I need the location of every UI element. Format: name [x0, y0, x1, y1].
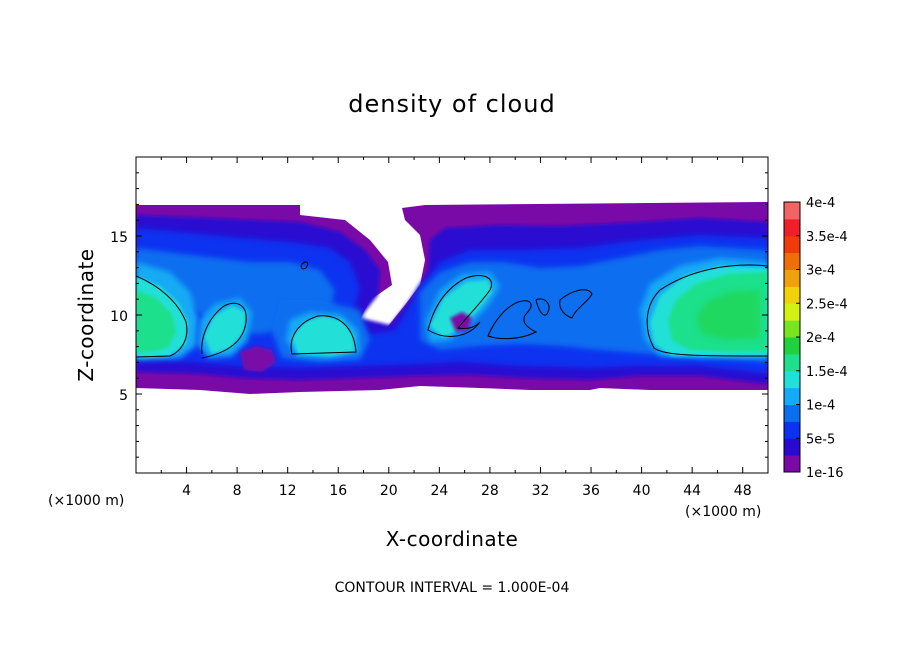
density-field — [136, 202, 768, 394]
y-unit-label: (×1000 m) — [48, 493, 124, 509]
x-tick-label: 44 — [683, 483, 701, 499]
x-tick-label: 4 — [182, 483, 191, 499]
colorbar-label: 5e-5 — [806, 432, 835, 447]
x-tick-label: 20 — [380, 483, 398, 499]
colorbar-segment — [784, 202, 800, 220]
colorbar-label: 4e-4 — [806, 196, 835, 211]
core-green-left — [136, 290, 176, 352]
colorbar-label: 1e-4 — [806, 399, 835, 414]
contour-cell2 — [290, 315, 357, 355]
contour-cell3 — [427, 275, 492, 337]
x-axis-title: X-coordinate — [386, 527, 519, 551]
x-tick-label: 8 — [233, 483, 242, 499]
colorbar-segment — [784, 421, 800, 439]
colorbar: 1e-16 5e-5 1e-4 1.5e-4 2e-4 2.5e-4 3e-4 3.5e-4 4… — [783, 196, 848, 481]
colorbar-segment — [784, 370, 800, 389]
y-tick-label: 10 — [110, 309, 128, 325]
x-tick-label: 16 — [329, 483, 347, 499]
y-tick-label: 15 — [110, 230, 128, 246]
x-tick-label: 32 — [532, 483, 550, 499]
patch-purple-cell — [450, 312, 472, 332]
colorbar-segment — [784, 320, 800, 338]
contour-cell6 — [559, 289, 593, 319]
colorbar-segment — [784, 404, 800, 422]
contour-cell1 — [201, 302, 247, 359]
core-bright-right — [696, 290, 760, 340]
band-cyan-cell3 — [430, 280, 492, 338]
patch-purple-mid — [240, 346, 276, 372]
y-tick-label: 5 — [119, 388, 128, 404]
y-axis-ticks: 5 10 15 — [110, 172, 768, 458]
x-axis-ticks: 4 8 12 16 20 24 28 32 36 40 44 48 — [160, 157, 752, 499]
x-tick-label: 40 — [633, 483, 651, 499]
x-tick-label: 28 — [481, 483, 499, 499]
contour-right — [646, 264, 768, 357]
band-cyan-cell2 — [292, 316, 354, 356]
colorbar-label: 2e-4 — [806, 331, 835, 346]
colorbar-label: 3e-4 — [806, 264, 835, 279]
plot-area — [135, 156, 769, 474]
colorbar-segment — [784, 455, 800, 473]
x-unit-label: (×1000 m) — [685, 504, 761, 520]
colorbar-segment — [784, 286, 800, 304]
colorbar-segment — [784, 235, 800, 254]
x-tick-label: 12 — [279, 483, 297, 499]
contour-cell5 — [535, 298, 550, 316]
chart-title: density of cloud — [348, 90, 555, 118]
x-tick-label: 24 — [430, 483, 448, 499]
colorbar-segment — [784, 269, 800, 287]
contour-left — [136, 275, 188, 358]
colorbar-label: 3.5e-4 — [806, 230, 848, 245]
colorbar-segment — [784, 353, 800, 372]
band-cyan-cell1 — [204, 306, 246, 354]
x-tick-label: 48 — [734, 483, 752, 499]
contour-cell7 — [300, 261, 309, 270]
colorbar-segment — [784, 337, 800, 355]
contour-interval-note: CONTOUR INTERVAL = 1.000E-04 — [335, 580, 570, 596]
colorbar-segment — [784, 303, 800, 321]
colorbar-segment — [784, 218, 800, 237]
colorbar-label: 2.5e-4 — [806, 297, 848, 312]
contour-cell4 — [487, 300, 538, 340]
contour-lines — [136, 261, 768, 359]
colorbar-label: 1.5e-4 — [806, 365, 848, 380]
y-axis-title: Z-coordinate — [74, 248, 98, 381]
colorbar-segment — [784, 252, 800, 270]
colorbar-label: 1e-16 — [806, 466, 844, 481]
x-tick-label: 36 — [582, 483, 600, 499]
colorbar-segment — [784, 387, 800, 405]
colorbar-segment — [784, 438, 800, 456]
